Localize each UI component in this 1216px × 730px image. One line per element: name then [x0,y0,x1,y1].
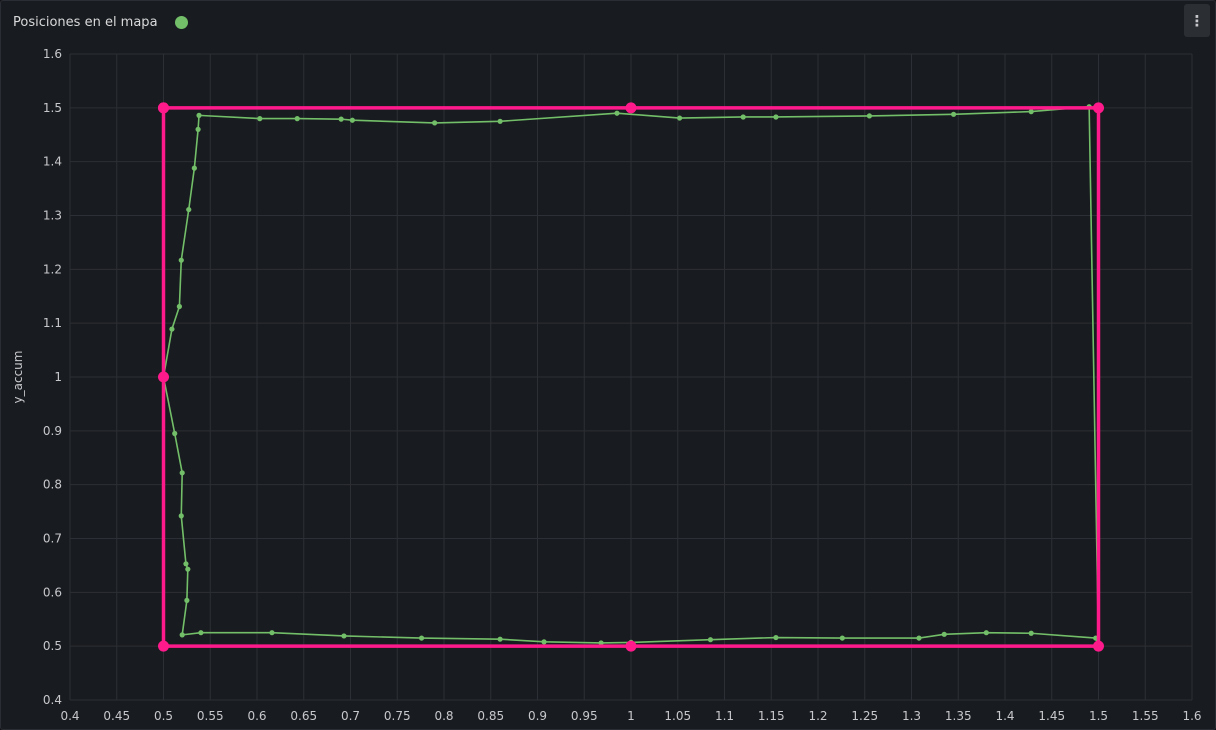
data-point [184,597,190,604]
x-tick-label: 0.95 [571,709,598,723]
y-tick-label: 1.4 [43,155,62,169]
data-point [497,636,503,642]
x-tick-label: 1.25 [851,709,878,723]
y-tick-label: 1 [54,370,62,384]
data-point [541,639,547,645]
data-point [341,633,347,639]
data-point [269,630,275,636]
y-tick-label: 1.1 [43,316,62,330]
x-tick-label: 1.5 [1089,709,1108,723]
data-point [773,114,779,120]
data-point [1028,109,1034,115]
y-tick-label: 0.7 [43,532,62,546]
y-tick-label: 0.6 [43,585,62,599]
x-tick-label: 1.15 [758,709,785,723]
panel-title: Posiciones en el mapa [13,14,158,30]
y-axis-label: y_accum [11,351,25,404]
x-tick-label: 1.1 [715,709,734,723]
x-tick-label: 1.6 [1182,709,1201,723]
data-point [191,165,197,171]
data-point [183,561,189,567]
x-tick-label: 1 [627,709,635,723]
x-tick-label: 1.45 [1038,709,1065,723]
data-point [186,206,192,213]
data-point [740,114,746,120]
y-tick-label: 0.8 [43,478,62,492]
y-tick-label: 0.9 [43,424,62,438]
chart-series [158,102,1104,652]
data-point [866,113,873,119]
y-tick-label: 0.4 [43,693,62,707]
x-tick-label: 0.6 [247,709,266,723]
data-point [677,115,683,121]
data-point [1093,102,1104,114]
x-tick-label: 1.35 [945,709,972,723]
y-tick-label: 1.3 [43,209,62,223]
data-point [179,470,185,476]
data-point [497,118,503,124]
data-point [169,326,175,332]
x-tick-label: 0.4 [60,709,79,723]
data-point [178,257,184,263]
data-point [349,117,355,123]
data-point [338,116,344,122]
data-point [196,112,202,118]
x-tick-label: 0.7 [341,709,360,723]
x-tick-label: 0.8 [434,709,453,723]
series-line-2 [161,106,1101,648]
legend-dot-icon[interactable] [174,15,188,29]
x-tick-label: 0.9 [528,709,547,723]
data-point [598,640,604,646]
data-point [418,635,425,641]
data-point [707,637,714,643]
x-tick-label: 0.55 [197,709,224,723]
data-point [839,635,845,641]
data-point [158,371,169,383]
data-point [198,630,204,636]
data-point [1028,630,1034,636]
x-axis-ticks: 0.4 0.45 0.5 0.55 0.6 0.65 0.7 0.75 0.8 0.85 0.9 0.… [60,709,1201,723]
x-tick-label: 1.4 [995,709,1014,723]
data-point [185,566,191,572]
data-point [178,513,184,519]
data-point [773,634,779,641]
x-tick-label: 0.65 [290,709,317,723]
chart-grid [69,53,1193,701]
panel-header: Posiciones en el mapa [13,11,188,33]
data-point [195,126,201,132]
data-point [176,303,182,310]
data-point [941,631,947,637]
data-point [625,640,637,652]
data-point [950,111,957,117]
x-tick-label: 0.75 [384,709,411,723]
x-tick-label: 1.05 [664,709,691,723]
y-axis-ticks: 0.4 0.5 0.6 0.7 0.8 0.9 1 1.1 1.2 1.3 1.4 1.5 1.6 [43,47,62,707]
data-point [614,110,620,116]
data-point [257,116,263,122]
data-point [294,116,300,122]
y-tick-label: 1.6 [43,47,62,61]
x-tick-label: 0.85 [477,709,504,723]
y-tick-label: 1.5 [43,101,62,115]
data-point [625,102,637,114]
y-tick-label: 0.5 [43,639,62,653]
data-point [158,640,169,652]
data-point [179,632,185,638]
x-tick-label: 1.2 [808,709,827,723]
data-point [432,120,438,126]
data-point [983,630,989,636]
x-tick-label: 0.5 [154,709,173,723]
data-point [158,102,169,114]
x-tick-label: 1.3 [902,709,921,723]
data-point [1093,640,1104,652]
x-tick-label: 1.55 [1132,709,1159,723]
y-tick-label: 1.2 [43,262,62,276]
x-tick-label: 0.45 [103,709,130,723]
data-point [172,430,178,437]
data-point [916,635,922,641]
panel-menu-button[interactable]: ⋮ [1184,4,1210,37]
